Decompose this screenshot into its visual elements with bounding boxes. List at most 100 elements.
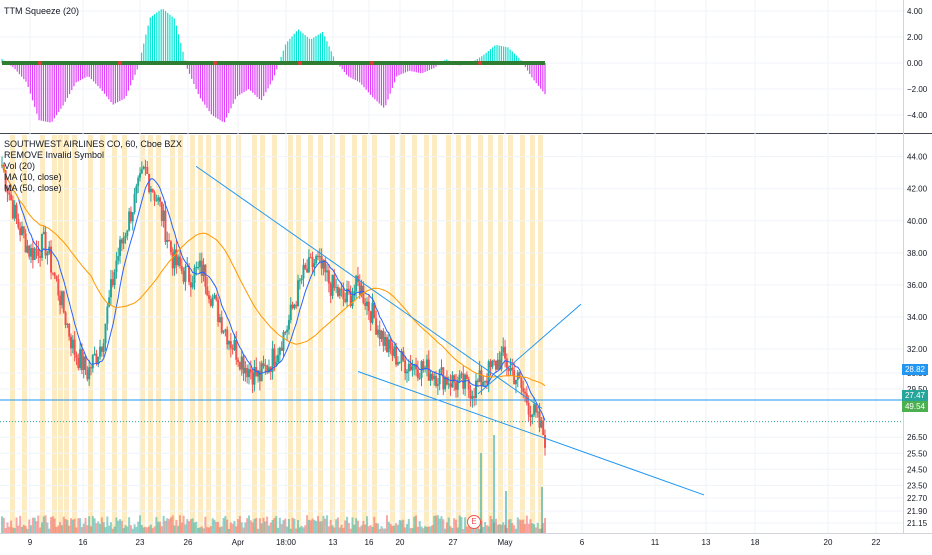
candle-body	[280, 347, 283, 351]
candle-body	[124, 236, 127, 238]
volume-bar	[440, 516, 443, 533]
volume-bar	[415, 515, 418, 533]
volume-bar	[429, 526, 432, 533]
volume-bar	[4, 528, 7, 533]
volume-bar	[10, 520, 13, 533]
symbol-title[interactable]: SOUTHWEST AIRLINES CO, 60, Cboe BZX	[4, 139, 182, 149]
volume-bar	[218, 527, 221, 533]
candle-body	[489, 361, 492, 368]
session-highlight	[372, 135, 377, 533]
volume-bar	[295, 528, 298, 533]
candle-body	[218, 317, 221, 323]
session-highlight	[456, 135, 461, 533]
volume-bar	[422, 528, 425, 533]
candle-body	[465, 374, 468, 380]
candle-body	[48, 246, 51, 254]
candle-body	[113, 272, 116, 286]
volume-bar	[436, 515, 439, 533]
candle-body	[422, 361, 425, 370]
candle-body	[353, 291, 356, 296]
candle-body	[384, 336, 387, 346]
volume-bar	[171, 515, 174, 533]
candle-body	[309, 257, 312, 259]
volume-bar	[244, 522, 247, 533]
candle-body	[37, 249, 40, 256]
candle-body	[367, 301, 370, 312]
price-scale-label: 23.50	[907, 481, 928, 490]
volume-bar	[336, 517, 339, 533]
volume-bar	[257, 528, 260, 533]
volume-bar	[140, 525, 143, 533]
candle-body	[527, 403, 530, 415]
volume-bar	[333, 527, 336, 533]
volume-bar	[271, 520, 274, 533]
volume-bar	[427, 526, 430, 533]
volume-bar	[289, 528, 292, 533]
volume-bar	[444, 528, 447, 533]
candle-body	[469, 389, 472, 399]
legend-ma50[interactable]: MA (50, close)	[4, 183, 62, 193]
volume-bar	[449, 526, 452, 533]
candle-body	[338, 288, 341, 296]
price-legend: SOUTHWEST AIRLINES CO, 60, Cboe BZX REMO…	[4, 139, 182, 194]
candle-body	[28, 245, 31, 257]
volume-bar	[139, 515, 142, 533]
volume-bar	[347, 523, 350, 533]
volume-bar	[104, 527, 107, 533]
candle-body	[22, 226, 25, 234]
volume-bar	[282, 520, 285, 533]
candle-body	[51, 272, 54, 274]
candle-body	[340, 288, 343, 290]
candle-body	[91, 355, 94, 369]
candle-body	[386, 336, 389, 353]
volume-bar	[522, 519, 525, 533]
legend-volume[interactable]: Vol (20)	[4, 161, 36, 171]
volume-bar	[346, 516, 349, 533]
price-tag-volume: 49.54	[902, 401, 928, 412]
session-highlight	[10, 135, 15, 533]
candle-body	[480, 370, 483, 387]
volume-bar	[442, 519, 445, 533]
volume-bar	[233, 520, 236, 533]
volume-bar	[445, 522, 448, 533]
volume-bar	[275, 516, 278, 533]
candle-body	[77, 357, 80, 368]
volume-bar	[64, 519, 67, 533]
candle-body	[6, 188, 9, 193]
volume-bar	[169, 517, 172, 533]
volume-bar	[534, 527, 537, 533]
session-highlight	[148, 135, 153, 533]
legend-invalid-symbol[interactable]: REMOVE Invalid Symbol	[4, 150, 105, 160]
volume-bar	[340, 524, 343, 533]
candle-body	[184, 266, 187, 282]
candle-body	[86, 370, 89, 380]
candle-body	[244, 367, 247, 374]
volume-bar	[180, 522, 183, 533]
legend-ma10[interactable]: MA (10, close)	[4, 172, 62, 182]
candle-body	[284, 332, 287, 334]
volume-bar	[229, 522, 232, 533]
volume-bar	[217, 521, 220, 533]
volume-bar	[438, 518, 441, 533]
session-highlight	[52, 135, 57, 533]
candle-body	[471, 396, 474, 399]
earnings-marker[interactable]: E	[467, 515, 481, 529]
candle-body	[498, 359, 501, 370]
candle-body	[474, 380, 477, 398]
volume-bar	[306, 515, 309, 533]
volume-bar	[6, 522, 9, 533]
volume-bar	[496, 524, 499, 533]
volume-bar	[513, 525, 516, 533]
volume-bar	[20, 526, 23, 533]
candle-body	[57, 279, 60, 296]
candle-body	[433, 375, 436, 380]
volume-bar	[516, 517, 519, 533]
candle-body	[538, 411, 541, 428]
candle-body	[80, 349, 83, 370]
candle-body	[502, 346, 505, 353]
candle-body	[155, 200, 158, 202]
volume-bar	[70, 518, 73, 533]
volume-bar	[193, 522, 196, 533]
candle-body	[313, 263, 316, 268]
